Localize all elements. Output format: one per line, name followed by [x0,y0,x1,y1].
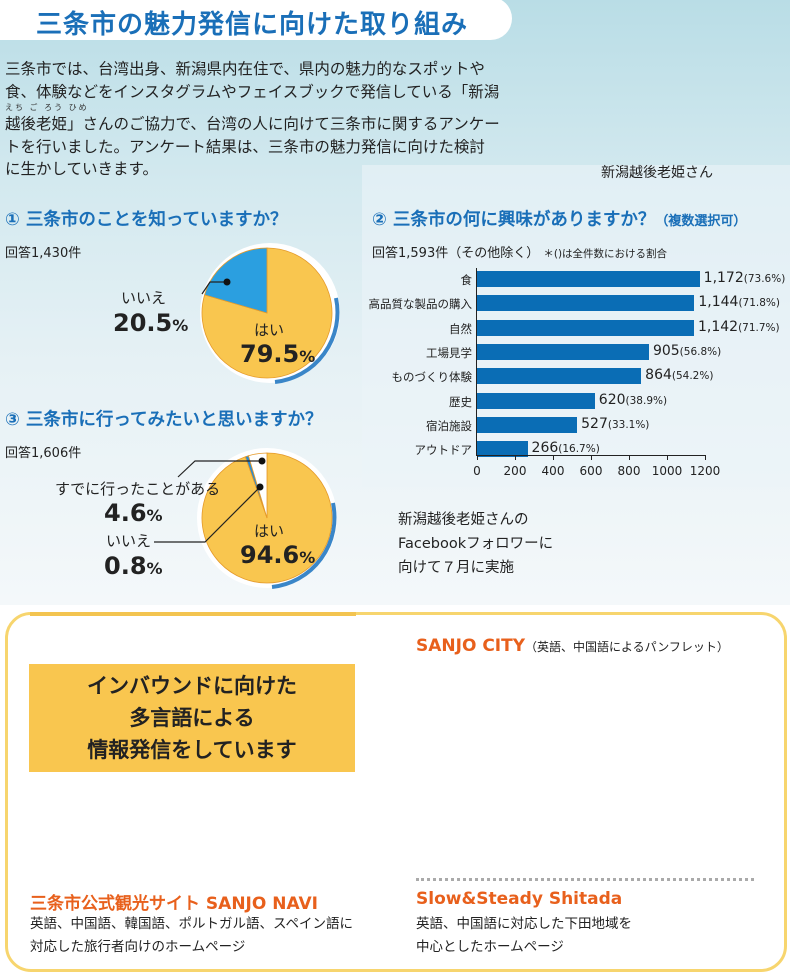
intro-line: 越後老姫」さんのご協力で、台湾の人に向けて三条市に関するアンケー [5,115,500,133]
heading-line: 情報発信をしています [87,738,297,762]
x-tick-label: 400 [541,464,565,478]
q1-pie-chart [200,243,340,384]
q1-no-label: いいえ [121,289,167,307]
bar [477,368,642,385]
x-tick-label: 200 [503,464,527,478]
x-tick [515,455,516,460]
intro-line: 三条市では、台湾出身、新潟県内在住で、県内の魅力的なスポットや [5,60,485,78]
bar [477,295,695,312]
leader-line [201,281,227,295]
bar-category-label: 高品質な製品の購入 [368,297,473,312]
q3-title: ③ 三条市に行ってみたいと思いますか？ [5,410,323,430]
survey-note: 新潟越後老姫さんの Facebookフォロワーに 向けて７月に実施 [398,508,553,580]
bar-category-label: 工場見学 [426,345,472,360]
pie-shadow [271,502,337,589]
heading-line: 多言語による [129,706,255,730]
q1-yes-label: はい [254,321,285,339]
x-tick [629,455,630,460]
bar-value-label: 864(54.2%) [645,367,714,384]
leader-line [177,460,262,478]
bar-category-label: 宿泊施設 [426,418,472,433]
pie-shadow [274,297,340,384]
q3-been-label: すでに行ったことがある [55,480,221,498]
bar-category-label: 自然 [449,321,472,336]
bar-category-label: アウトドア [414,443,473,458]
bar [477,271,700,287]
note-line: 新潟越後老姫さんの [398,512,529,528]
q1-no-pct: 20.5% [113,309,189,337]
q3-no-label: いいえ [106,532,152,550]
q3-pie-chart [154,448,337,589]
q3-yes-pct: 94.6% [240,541,316,569]
x-axis [476,455,706,456]
bar-category-label: 歴史 [449,394,472,409]
dotted-divider [416,878,754,881]
q3-been-pct: 4.6% [104,499,163,527]
inbound-heading: インバウンドに向けた 多言語による 情報発信をしています [29,664,355,772]
intro-text: 三条市では、台湾出身、新潟県内在住で、県内の魅力的なスポットや 食、体験などをイ… [5,58,520,181]
intro-line: に生かしていきます。 [5,160,158,178]
bar-value-label: 527(33.1%) [581,415,650,432]
bar [477,441,528,458]
q3-count: 回答1,606件 [5,446,82,461]
shitada-title[interactable]: Slow&Steady Shitada [416,889,623,909]
desc-line: 対応した旅行者向けのホームページ [30,939,246,955]
title-banner [0,0,512,40]
x-tick [477,455,478,460]
q1-count: 回答1,430件 [5,246,82,261]
bar [477,416,578,433]
q2-title: ② 三条市の何に興味がありますか？（複数選択可） [372,210,747,230]
accent-line [30,612,356,616]
leader-dot [258,457,266,465]
y-axis [476,268,477,456]
q2-count: 回答1,593件（その他除く） ＊()は全件数における割合 [372,246,668,261]
note-line: Facebookフォロワーに [398,536,554,552]
x-tick-label: 0 [473,464,481,478]
x-tick-label: 800 [617,464,641,478]
desc-line: 英語、中国語に対応した下田地域を [416,916,632,932]
x-tick [667,455,668,460]
desc-line: 英語、中国語、韓国語、ポルトガル語、スペイン語に [30,916,354,932]
bar-value-label: 266(16.7%) [531,440,600,457]
heading-line: インバウンドに向けた [87,674,297,698]
bar-category-label: 食 [460,273,473,287]
sanjo-city-title: SANJO CITY（英語、中国語によるパンフレット） [416,636,729,656]
leader-line [154,486,261,543]
x-tick-label: 600 [579,464,603,478]
bar-category-label: ものづくり体験 [391,370,473,385]
pie-slice [204,247,268,314]
bar-value-label: 620(38.9%) [598,391,668,408]
x-tick-label: 1000 [651,464,683,478]
x-tick [553,455,554,460]
q1-title: ① 三条市のことを知っていますか？ [5,210,288,230]
bar [477,392,595,409]
x-tick [591,455,592,460]
sanjo-navi-desc: 英語、中国語、韓国語、ポルトガル語、スペイン語に 対応した旅行者向けのホームペー… [30,913,353,959]
leader-dot [223,278,231,286]
bar-value-label: 905(56.8%) [652,342,722,359]
ruby-text: えち ご ろう ひめ [5,103,89,112]
page-title: 三条市の魅力発信に向けた取り組み [36,10,469,40]
shitada-desc: 英語、中国語に対応した下田地域を 中心としたホームページ [416,913,632,959]
bar [477,343,649,360]
x-tick [705,455,706,460]
x-tick-label: 1200 [689,464,721,478]
bar-value-label: 1,142(71.7%) [697,318,780,335]
bar-value-label: 1,172(73.6%) [703,270,786,286]
intro-line: 食、体験などをインスタグラムやフェイスブックで発信している「新潟 [5,82,500,101]
q1-yes-pct: 79.5% [240,340,316,368]
desc-line: 中心としたホームページ [416,939,564,955]
q3-yes-label: はい [254,522,285,540]
photo-caption: 新潟越後老姫さん [601,165,713,181]
bar [477,319,694,336]
q3-no-pct: 0.8% [104,552,163,580]
bar-value-label: 1,144(71.8%) [698,294,781,311]
leader-dot [256,483,264,491]
intro-line: トを行いました。アンケート結果は、三条市の魅力発信に向けた検討 [5,137,485,156]
note-line: 向けて７月に実施 [398,560,514,576]
sanjo-navi-title[interactable]: 三条市公式観光サイト SANJO NAVI [30,894,318,914]
